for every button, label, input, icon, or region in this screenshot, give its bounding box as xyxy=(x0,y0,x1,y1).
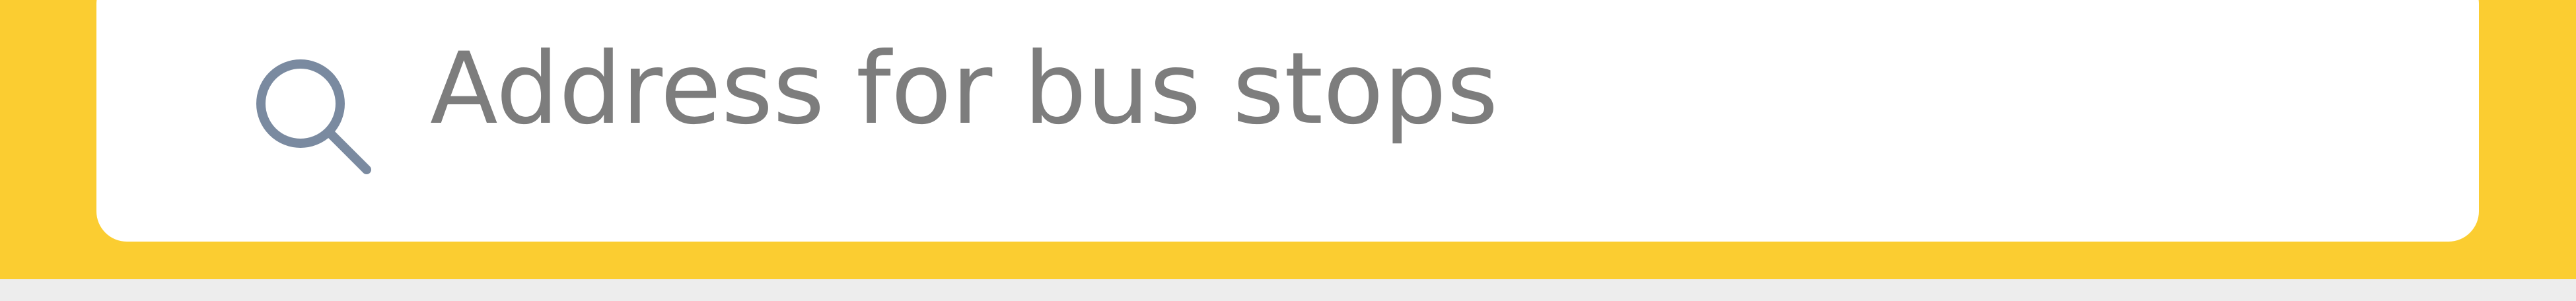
search-bar[interactable] xyxy=(96,0,2479,242)
search-header xyxy=(0,0,2576,279)
search-input[interactable] xyxy=(430,26,2478,152)
search-icon xyxy=(256,59,371,174)
page-background-strip xyxy=(0,279,2576,301)
